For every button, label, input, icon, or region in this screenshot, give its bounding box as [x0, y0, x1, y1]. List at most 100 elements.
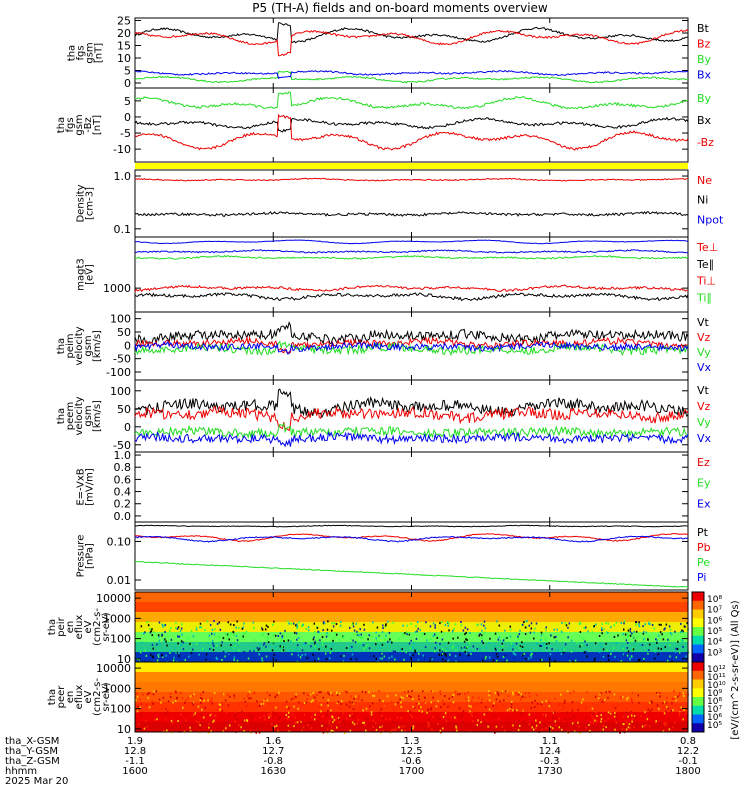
spectrogram-pixel — [607, 717, 609, 720]
spectrogram-pixel — [264, 718, 266, 721]
spectrogram-pixel — [536, 702, 539, 705]
spectrogram-pixel — [369, 705, 371, 708]
y-axis-label: sr-eV) — [101, 612, 112, 641]
spectrogram-pixel — [282, 633, 284, 636]
spectrogram-pixel — [312, 653, 314, 656]
spectrogram-pixel — [627, 633, 629, 636]
spectrogram-pixel — [375, 643, 377, 646]
spectrogram-pixel — [317, 653, 320, 656]
spectrogram-pixel — [629, 634, 632, 637]
x-tick-label: 1600 — [122, 766, 147, 777]
spectrogram-pixel — [522, 654, 524, 657]
spectrogram-pixel — [343, 719, 345, 722]
spectrogram-pixel — [382, 624, 384, 627]
spectrogram-pixel — [629, 657, 631, 660]
spectrogram-pixel — [381, 643, 384, 646]
spectrogram-pixel — [409, 710, 411, 713]
spectrogram-pixel — [680, 622, 682, 625]
spectrogram-pixel — [178, 635, 181, 638]
spectrogram-pixel — [355, 657, 357, 660]
spectrogram-pixel — [177, 635, 179, 638]
spectrogram-pixel — [221, 641, 224, 644]
spectrogram-pixel — [567, 626, 569, 629]
spectrogram-pixel — [360, 636, 362, 639]
spectrogram-pixel — [378, 711, 381, 714]
spectrogram-pixel — [266, 699, 269, 702]
spectrogram-pixel — [372, 694, 374, 697]
spectrogram-pixel — [497, 693, 500, 696]
spectrogram-pixel — [644, 623, 647, 626]
spectrogram-pixel — [613, 624, 616, 627]
spectrogram-pixel — [519, 645, 522, 648]
spectrogram-pixel — [236, 730, 239, 733]
spectrogram-pixel — [150, 630, 153, 633]
spectrogram-pixel — [477, 727, 479, 730]
spectrogram-pixel — [504, 653, 507, 656]
spectrogram-pixel — [530, 622, 533, 625]
spectrogram-pixel — [674, 697, 676, 700]
spectrogram-pixel — [424, 656, 426, 659]
spectrogram-pixel — [413, 641, 415, 644]
legend-entry: Pb — [697, 541, 711, 554]
spectrogram-pixel — [349, 647, 352, 650]
spectrogram-pixel — [579, 631, 582, 634]
spectrogram-pixel — [303, 713, 306, 716]
spectrogram-pixel — [484, 657, 487, 660]
spectrogram-pixel — [281, 645, 284, 648]
spectrogram-pixel — [534, 627, 536, 630]
spectrogram-pixel — [494, 703, 497, 706]
spectrogram-pixel — [262, 702, 265, 705]
spectrogram-pixel — [144, 631, 146, 634]
spectrogram-pixel — [362, 721, 364, 724]
spectrogram-pixel — [241, 636, 243, 639]
spectrogram-pixel — [524, 696, 526, 699]
spectrogram-pixel — [327, 620, 329, 623]
spectrogram-pixel — [580, 730, 583, 733]
legend-entry: Vz — [697, 400, 711, 413]
colorbar-tick-label: 10¹¹ — [707, 673, 726, 683]
spectrogram-pixel — [545, 626, 547, 629]
spectrogram-pixel — [452, 728, 454, 731]
spectrogram-pixel — [484, 722, 486, 725]
spectrogram-pixel — [383, 703, 385, 706]
spectrogram-pixel — [210, 632, 213, 635]
spectrogram-pixel — [439, 622, 441, 625]
spectrogram-pixel — [541, 644, 544, 647]
spectrogram-pixel — [432, 696, 435, 699]
spectrogram-pixel — [554, 724, 557, 727]
spectrogram-pixel — [363, 623, 365, 626]
spectrogram-pixel — [283, 640, 285, 643]
spectrogram-pixel — [273, 725, 276, 728]
spectrogram-pixel — [254, 639, 256, 642]
spectrogram-pixel — [412, 725, 415, 728]
spectrogram-pixel — [242, 719, 244, 722]
spectrogram-pixel — [409, 706, 412, 709]
spectrogram-pixel — [586, 644, 588, 647]
spectrogram-pixel — [312, 638, 315, 641]
spectrogram-pixel — [207, 721, 210, 724]
spectrogram-pixel — [528, 713, 531, 716]
spectrogram-pixel — [162, 696, 165, 699]
spectrogram-pixel — [607, 654, 610, 657]
spectrogram-pixel — [359, 642, 362, 645]
spectrogram-pixel — [630, 655, 633, 658]
spectrogram-pixel — [437, 700, 439, 703]
colorbar-tick-label: 10⁵ — [707, 627, 722, 637]
spectrogram-pixel — [313, 636, 315, 639]
spectrogram-pixel — [512, 724, 514, 727]
spectrogram-pixel — [439, 690, 441, 693]
spectrogram-pixel — [445, 649, 447, 652]
spectrogram-pixel — [143, 727, 146, 730]
spectrogram-pixel — [328, 706, 331, 709]
spectrogram-pixel — [675, 647, 677, 650]
x-tick-label: 1630 — [261, 766, 286, 777]
spectrogram-pixel — [461, 714, 463, 717]
spectrogram-pixel — [287, 715, 290, 718]
series-line — [134, 255, 689, 260]
spectrogram-pixel — [579, 731, 581, 734]
spectrogram-pixel — [598, 697, 600, 700]
spectrogram-pixel — [257, 722, 259, 725]
spectrogram-band — [135, 702, 688, 713]
spectrogram-pixel — [485, 706, 487, 709]
spectrogram-pixel — [488, 694, 491, 697]
